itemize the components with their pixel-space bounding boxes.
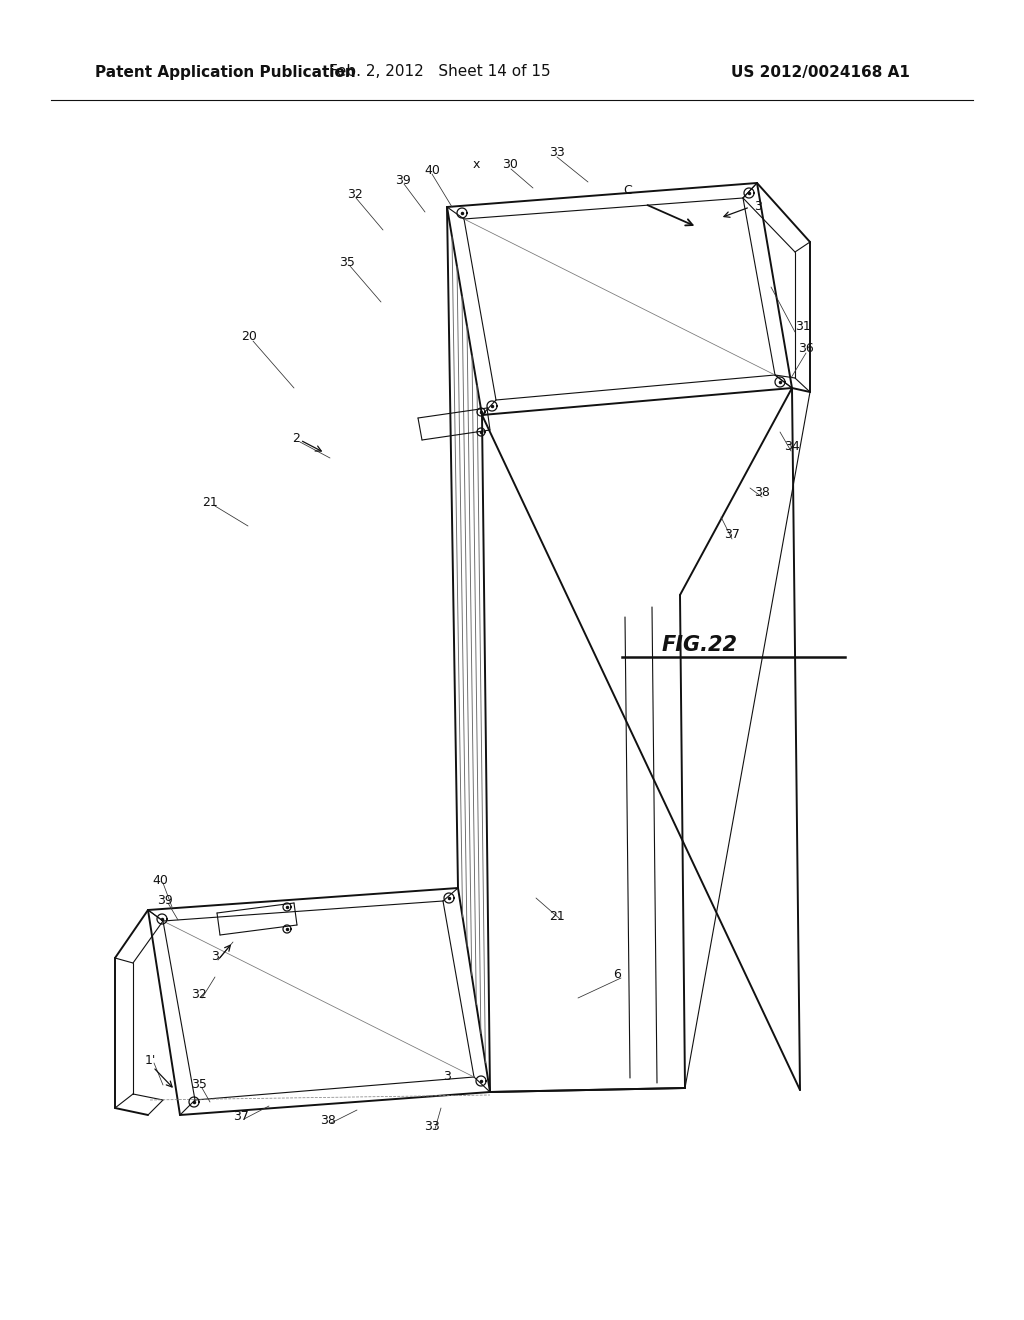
Text: 32: 32: [347, 187, 362, 201]
Text: 20: 20: [241, 330, 257, 343]
Text: 2: 2: [292, 432, 300, 445]
Text: 6: 6: [613, 969, 621, 982]
Text: 1': 1': [144, 1053, 156, 1067]
Text: 3: 3: [211, 950, 219, 964]
Text: 40: 40: [152, 874, 168, 887]
Text: 30: 30: [502, 158, 518, 172]
Text: 35: 35: [191, 1078, 207, 1092]
Text: C: C: [624, 183, 633, 197]
Text: 37: 37: [233, 1110, 249, 1123]
Text: 3: 3: [443, 1069, 451, 1082]
Text: 40: 40: [424, 164, 440, 177]
Text: 35: 35: [339, 256, 355, 268]
Text: x: x: [472, 158, 479, 172]
Text: Patent Application Publication: Patent Application Publication: [95, 65, 355, 79]
Text: 31: 31: [795, 321, 811, 334]
Text: 34: 34: [784, 441, 800, 454]
Text: FIG.22: FIG.22: [662, 635, 738, 655]
Text: 37: 37: [724, 528, 740, 541]
Text: 21: 21: [549, 909, 565, 923]
Text: 32: 32: [191, 989, 207, 1002]
Text: 38: 38: [754, 487, 770, 499]
Text: 21: 21: [202, 495, 218, 508]
Text: 3: 3: [754, 201, 762, 214]
Text: 39: 39: [157, 894, 173, 907]
Text: 33: 33: [549, 147, 565, 160]
Text: 39: 39: [395, 173, 411, 186]
Text: 36: 36: [798, 342, 814, 355]
Text: 33: 33: [424, 1121, 440, 1134]
Text: Feb. 2, 2012   Sheet 14 of 15: Feb. 2, 2012 Sheet 14 of 15: [329, 65, 551, 79]
Text: 38: 38: [321, 1114, 336, 1127]
Text: US 2012/0024168 A1: US 2012/0024168 A1: [730, 65, 909, 79]
